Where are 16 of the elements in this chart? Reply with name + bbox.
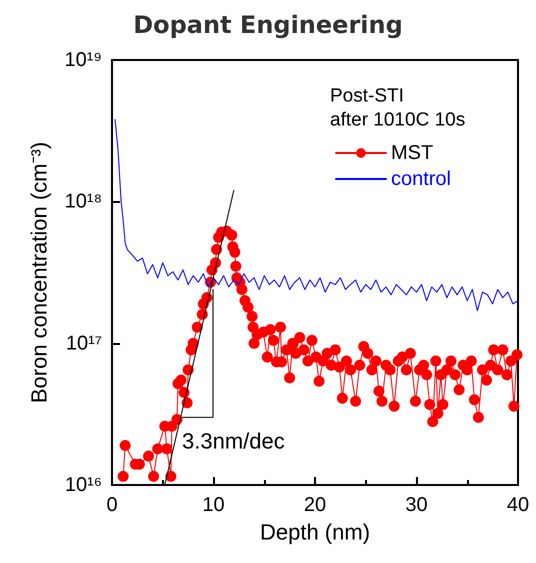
legend-label: control bbox=[390, 168, 451, 190]
x-tick-label: 40 bbox=[506, 494, 530, 516]
x-tick-label: 0 bbox=[106, 494, 118, 516]
y-tick-label: 10¹⁸ bbox=[64, 190, 102, 213]
x-tick-label: 20 bbox=[304, 494, 326, 516]
annotation: 3.3nm/dec bbox=[182, 428, 285, 454]
x-tick-label: 30 bbox=[405, 494, 428, 516]
y-axis-title: Boron concentration (cm⁻³) bbox=[26, 142, 52, 404]
legend-label: MST bbox=[390, 142, 434, 164]
legend-title: Post-STI after 1010C 10s bbox=[330, 86, 466, 130]
y-tick-label: 10¹⁹ bbox=[64, 49, 102, 71]
y-tick-label: 10¹⁷ bbox=[66, 332, 102, 354]
y-tick-label: 10¹⁶ bbox=[64, 474, 102, 496]
x-axis-title: Depth (nm) bbox=[260, 520, 370, 544]
x-tick-label: 10 bbox=[202, 494, 225, 516]
chart-title: Dopant Engineering bbox=[133, 11, 403, 39]
